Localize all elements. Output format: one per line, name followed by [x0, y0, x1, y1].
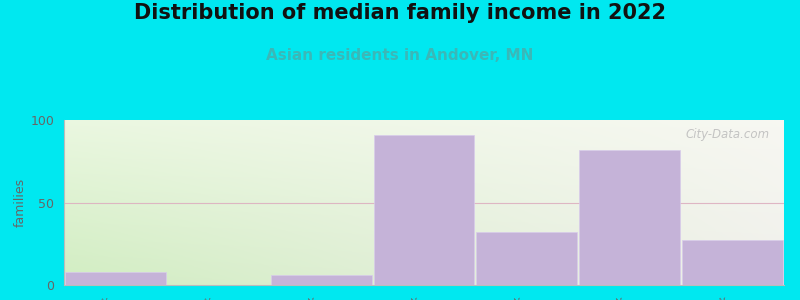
Text: Asian residents in Andover, MN: Asian residents in Andover, MN: [266, 48, 534, 63]
Bar: [579, 150, 680, 285]
Text: Distribution of median family income in 2022: Distribution of median family income in …: [134, 3, 666, 23]
Bar: [270, 275, 371, 285]
Text: City-Data.com: City-Data.com: [686, 128, 770, 141]
Bar: [682, 241, 783, 285]
Bar: [65, 272, 166, 285]
Bar: [477, 232, 578, 285]
Bar: [374, 135, 474, 285]
Y-axis label: families: families: [14, 178, 26, 227]
